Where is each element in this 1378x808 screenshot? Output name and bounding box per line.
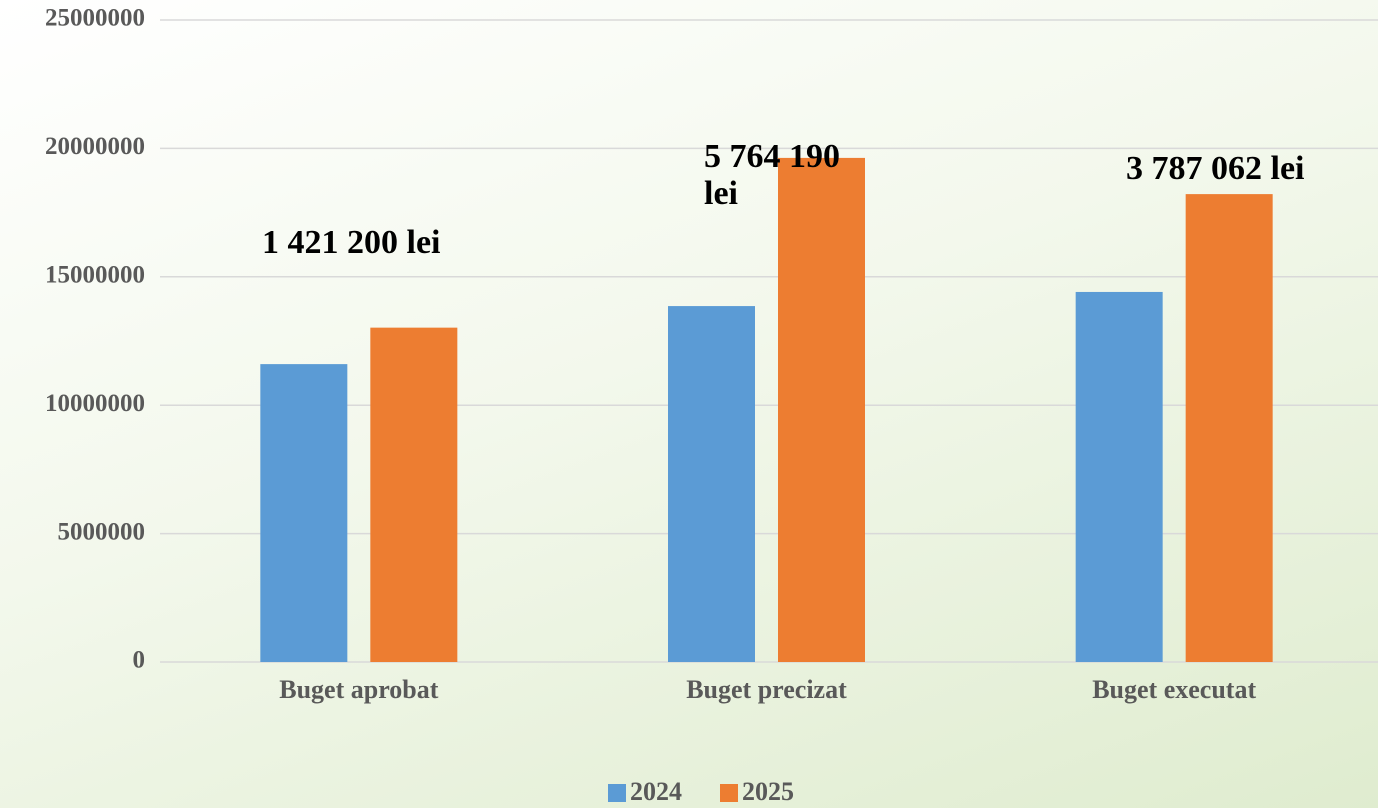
- x-tick-label: Buget precizat: [686, 675, 847, 704]
- x-tick-label: Buget executat: [1092, 675, 1256, 704]
- y-tick-label: 10000000: [45, 390, 145, 417]
- legend-swatch: [720, 784, 738, 802]
- x-tick-label: Buget aprobat: [279, 675, 438, 704]
- annotation: 3 787 062 lei: [1126, 150, 1305, 187]
- y-tick-label: 25000000: [45, 5, 145, 32]
- annotation: 5 764 190 lei: [704, 138, 840, 213]
- bar: [1185, 194, 1273, 662]
- y-tick-label: 20000000: [45, 133, 145, 160]
- legend-swatch: [608, 784, 626, 802]
- annotation: 1 421 200 lei: [262, 224, 441, 261]
- legend-label: 2024: [630, 777, 682, 806]
- legend-label: 2025: [742, 777, 794, 806]
- y-tick-label: 0: [133, 647, 146, 674]
- bar: [668, 306, 755, 662]
- y-tick-label: 15000000: [45, 262, 145, 289]
- bar: [370, 327, 458, 662]
- y-tick-label: 5000000: [58, 518, 146, 545]
- bar: [260, 364, 348, 662]
- bar: [778, 157, 865, 662]
- bar: [1075, 291, 1163, 662]
